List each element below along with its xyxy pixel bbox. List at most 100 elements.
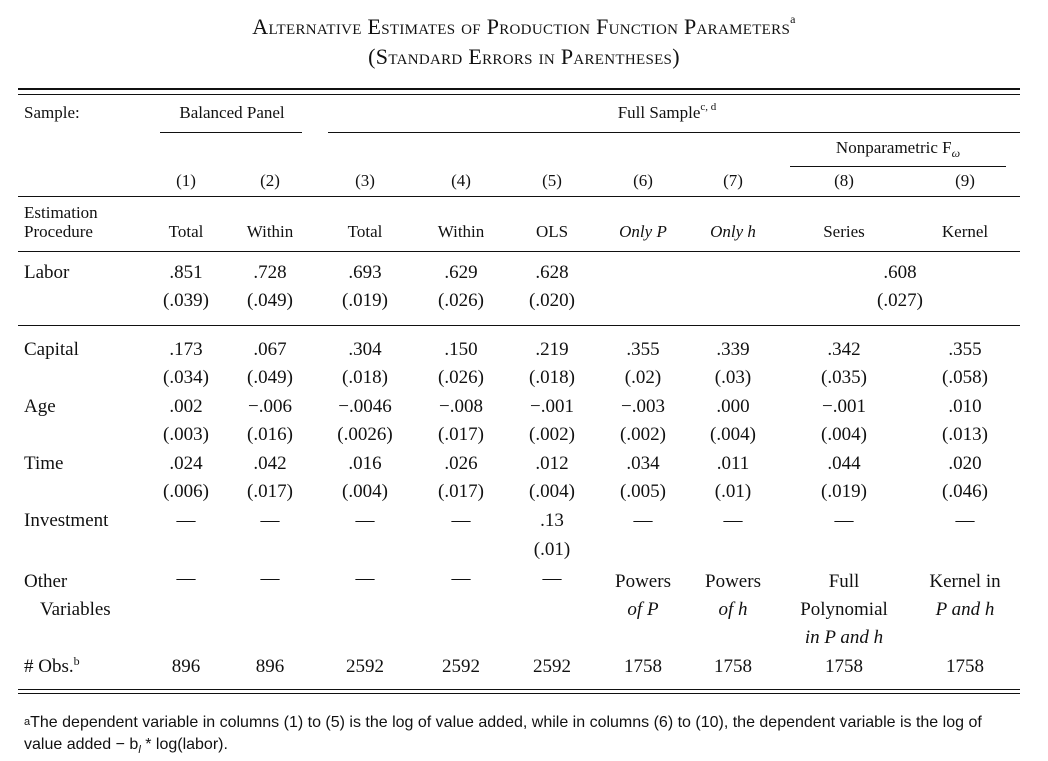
footnote-marker: a <box>24 716 31 728</box>
time-coef: .026 <box>444 453 478 474</box>
age-coef: −.001 <box>530 396 574 417</box>
obs-value: 2592 <box>533 656 571 677</box>
labor-pooled-coef: .608 <box>883 262 917 283</box>
balanced-panel-header: Balanced Panel <box>179 103 285 122</box>
other-label-line2: Variables <box>40 599 111 620</box>
time-coef: .042 <box>253 453 287 474</box>
age-coef: −.0046 <box>338 396 392 417</box>
capital-se: (.018) <box>342 367 388 388</box>
col-number: (3) <box>355 171 375 190</box>
age-se: (.004) <box>710 424 756 445</box>
capital-coef: .355 <box>626 339 660 360</box>
row-label-other-variables: Other Variables <box>24 568 111 624</box>
other-c8-line3: in P and h <box>804 627 884 648</box>
labor-coef: .851 <box>169 262 203 283</box>
labor-se: (.020) <box>529 290 575 311</box>
obs-value: 896 <box>255 656 285 677</box>
bottom-rule-2 <box>18 693 1020 694</box>
age-coef: .002 <box>169 396 203 417</box>
row-label-capital: Capital <box>24 339 79 360</box>
other-c8-line1: Full <box>828 571 860 592</box>
investment-coef: .13 <box>540 510 564 531</box>
estimation-label-line1: Estimation <box>24 203 98 222</box>
labor-coef: .693 <box>348 262 382 283</box>
time-coef: .012 <box>535 453 569 474</box>
table-title-text: Alternative Estimates of Production Func… <box>252 14 791 39</box>
labor-coef: .728 <box>253 262 287 283</box>
capital-coef: .342 <box>827 339 861 360</box>
capital-coef: .150 <box>444 339 478 360</box>
age-se: (.013) <box>942 424 988 445</box>
obs-value: 896 <box>171 656 201 677</box>
procedure-cell: OLS <box>535 222 569 241</box>
col-number: (2) <box>260 171 280 190</box>
time-se: (.006) <box>163 481 209 502</box>
obs-footnote-marker: b <box>73 654 80 668</box>
row-label-labor: Labor <box>24 262 70 283</box>
full-sample-footnote: c, d <box>700 101 717 113</box>
age-se: (.004) <box>821 424 867 445</box>
capital-se: (.018) <box>529 367 575 388</box>
obs-value: 1758 <box>624 656 662 677</box>
age-se: (.002) <box>620 424 666 445</box>
row-label-age: Age <box>24 396 56 417</box>
nonparametric-subscript: ω <box>951 146 961 160</box>
full-sample-rule <box>328 132 1020 133</box>
age-se: (.017) <box>438 424 484 445</box>
time-coef: .044 <box>827 453 861 474</box>
investment-coef: — <box>834 510 854 531</box>
investment-coef: — <box>633 510 653 531</box>
other-dash: — <box>176 568 196 589</box>
labor-coef: .628 <box>535 262 569 283</box>
col-number: (8) <box>834 171 854 190</box>
other-c7-line2: of h <box>718 599 748 620</box>
labor-se: (.019) <box>342 290 388 311</box>
obs-label-text: # Obs. <box>24 656 74 677</box>
capital-se: (.034) <box>163 367 209 388</box>
col-number: (4) <box>451 171 471 190</box>
other-full-polynomial: Full Polynomial in P and h <box>800 568 888 652</box>
age-se: (.002) <box>529 424 575 445</box>
capital-se: (.049) <box>247 367 293 388</box>
capital-coef: .067 <box>253 339 287 360</box>
age-coef: −.006 <box>248 396 292 417</box>
estimation-label-line2: Procedure <box>24 222 93 241</box>
time-se: (.017) <box>438 481 484 502</box>
sample-label: Sample: <box>24 103 80 122</box>
capital-coef: .219 <box>535 339 569 360</box>
footnote-text: The dependent variable in columns (1) to… <box>24 714 982 753</box>
age-coef: −.008 <box>439 396 483 417</box>
other-powers-h: Powers of h <box>705 568 761 624</box>
investment-se: (.01) <box>533 539 571 560</box>
table-subtitle: (Standard Errors in Parentheses) <box>368 44 680 69</box>
time-se: (.019) <box>821 481 867 502</box>
procedure-cell: Only h <box>710 222 756 241</box>
procedure-cell: Only P <box>619 222 667 241</box>
age-coef: .010 <box>948 396 982 417</box>
investment-coef: — <box>355 510 375 531</box>
time-se: (.004) <box>342 481 388 502</box>
age-coef: −.001 <box>822 396 866 417</box>
labor-se: (.026) <box>438 290 484 311</box>
capital-coef: .339 <box>716 339 750 360</box>
balanced-panel-rule <box>160 132 302 133</box>
obs-value: 1758 <box>946 656 984 677</box>
title-footnote-marker: a <box>790 12 796 26</box>
table-title: Alternative Estimates of Production Func… <box>0 12 1048 40</box>
labor-pooled-se: (.027) <box>877 290 923 311</box>
capital-se: (.03) <box>714 367 752 388</box>
capital-se: (.02) <box>624 367 662 388</box>
time-se: (.01) <box>714 481 752 502</box>
top-rule <box>18 88 1020 90</box>
capital-se: (.058) <box>942 367 988 388</box>
obs-value: 2592 <box>346 656 384 677</box>
other-c6-line2: of P <box>627 599 659 620</box>
col-number: (6) <box>633 171 653 190</box>
capital-coef: .304 <box>348 339 382 360</box>
nonparametric-text: Nonparametric F <box>835 138 952 157</box>
nonparametric-rule <box>790 166 1006 167</box>
labor-rule <box>18 325 1020 326</box>
other-dash: — <box>260 568 280 589</box>
labor-se: (.039) <box>163 290 209 311</box>
other-powers-p: Powers of P <box>615 568 671 624</box>
